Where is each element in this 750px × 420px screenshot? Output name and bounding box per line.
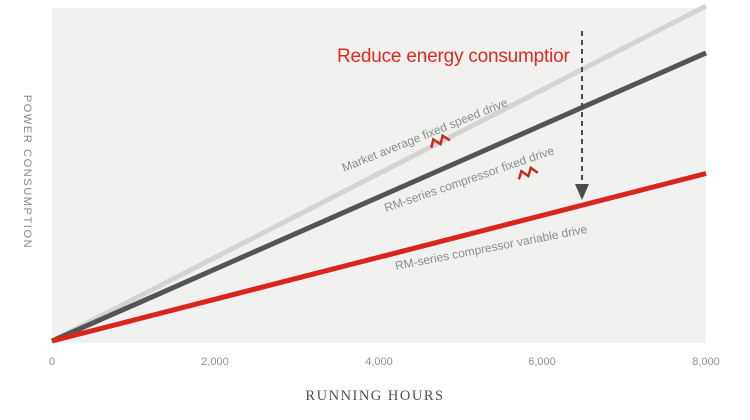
x-tick-8000: 8,000	[692, 356, 720, 368]
spellcheck-squiggle-icon	[430, 133, 451, 149]
x-axis-ticks: 0 2,000 4,000 6,000 8,000	[49, 356, 720, 368]
arrowhead-down-icon	[575, 184, 589, 200]
series-line-0	[50, 3, 708, 344]
annotation-text: Reduce energy consumptior	[337, 46, 571, 67]
x-tick-4000: 4,000	[365, 356, 393, 368]
series-lines-group	[50, 3, 708, 344]
y-axis-label: POWER CONSUMPTION	[21, 95, 33, 249]
spellcheck-squiggle-icon	[517, 165, 539, 180]
series-line-1	[50, 50, 708, 344]
x-tick-0: 0	[49, 356, 55, 368]
x-tick-2000: 2,000	[201, 356, 229, 368]
x-axis-title: RUNNING HOURS	[305, 388, 444, 404]
series-line-2	[51, 171, 707, 344]
x-tick-6000: 6,000	[528, 356, 556, 368]
reduction-arrow	[575, 31, 589, 200]
